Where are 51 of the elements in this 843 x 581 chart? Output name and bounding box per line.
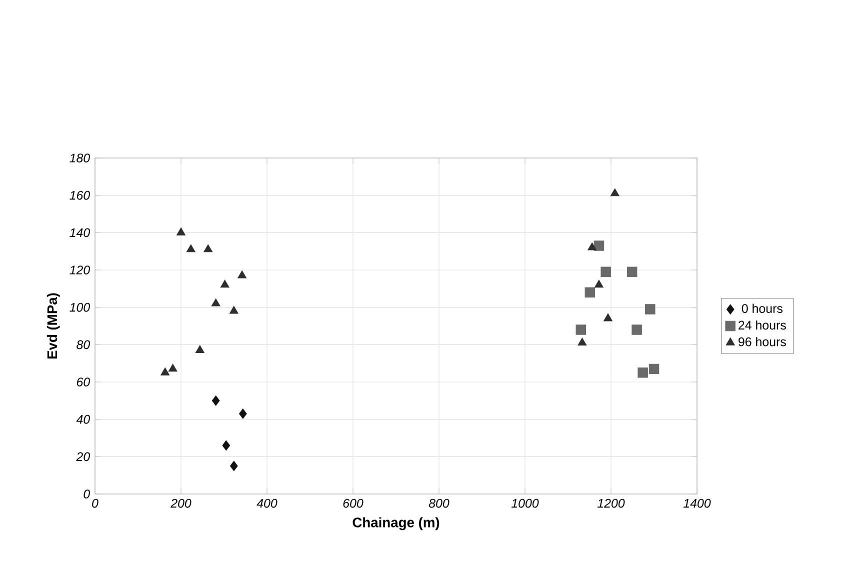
point xyxy=(576,324,586,335)
legend-label: 24 hours xyxy=(738,320,786,330)
y-tick-label: 160 xyxy=(70,190,90,200)
point xyxy=(626,266,638,277)
point xyxy=(176,228,186,236)
legend-label: 96 hours xyxy=(738,337,786,346)
point xyxy=(230,460,238,472)
point xyxy=(186,244,196,252)
x-tick-label: 600 xyxy=(343,498,364,508)
point xyxy=(594,240,604,251)
point xyxy=(632,324,642,335)
x-tick-label: 800 xyxy=(428,498,450,508)
y-tick-label: 140 xyxy=(70,228,90,238)
point xyxy=(648,364,660,374)
point xyxy=(160,368,170,376)
y-tick-label: 100 xyxy=(70,302,90,312)
point xyxy=(195,345,204,353)
y-tick-label: 0 xyxy=(84,490,90,498)
point xyxy=(168,364,178,372)
point xyxy=(222,440,230,451)
point xyxy=(638,368,648,378)
point xyxy=(220,280,230,288)
point xyxy=(594,280,604,288)
point xyxy=(204,244,213,252)
x-tick-label: 1400 xyxy=(683,498,711,508)
y-axis-title: Evd (MPa) xyxy=(46,293,60,359)
y-tick-label: 180 xyxy=(70,154,90,162)
legend-label: 0 hours xyxy=(742,304,782,313)
point xyxy=(604,313,612,322)
x-tick-label: 200 xyxy=(170,498,192,508)
point xyxy=(578,338,587,346)
point xyxy=(239,408,247,419)
y-tick-label: 40 xyxy=(76,414,90,424)
point xyxy=(610,188,620,196)
point xyxy=(212,396,220,406)
x-tick-label: 1200 xyxy=(597,498,625,508)
point xyxy=(645,304,656,314)
y-tick-label: 60 xyxy=(76,378,90,386)
point xyxy=(600,266,611,277)
point xyxy=(584,287,596,298)
y-tick-label: 80 xyxy=(76,340,90,350)
x-tick-label: 0 xyxy=(92,498,98,508)
y-tick-label: 20 xyxy=(76,452,90,462)
x-tick-label: 400 xyxy=(256,498,278,508)
point xyxy=(211,298,220,306)
point xyxy=(238,270,247,278)
point xyxy=(588,242,597,250)
point xyxy=(229,306,238,314)
y-tick-label: 120 xyxy=(70,266,90,274)
x-tick-label: 1000 xyxy=(511,498,539,508)
x-axis-title: Chainage (m) xyxy=(352,517,440,530)
